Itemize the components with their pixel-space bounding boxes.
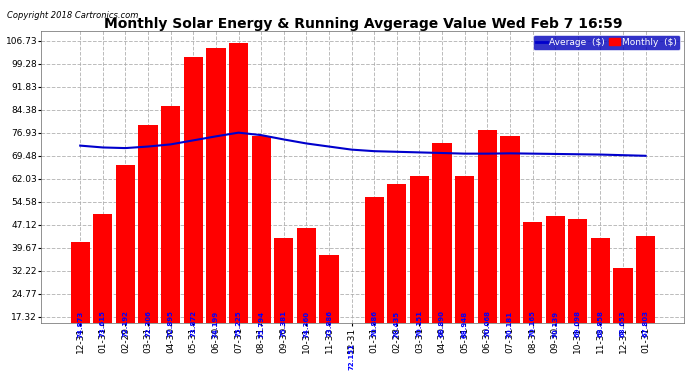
Bar [500,136,520,370]
Bar [410,176,429,370]
Bar [297,228,316,370]
Bar [387,184,406,370]
Bar [568,219,587,370]
Bar [591,238,610,370]
Text: 70.886: 70.886 [371,310,377,338]
Bar [206,48,226,370]
Text: 67.803: 67.803 [642,310,649,338]
Text: 74.360: 74.360 [304,310,309,338]
Bar [319,255,339,370]
Bar [116,165,135,370]
Text: 73.615: 73.615 [100,310,106,338]
Text: 68.858: 68.858 [598,310,603,338]
Bar [342,342,361,370]
Bar [546,216,564,370]
Bar [93,214,112,370]
Bar [364,198,384,370]
Title: Monthly Solar Energy & Running Avgerage Value Wed Feb 7 16:59: Monthly Solar Energy & Running Avgerage … [104,17,622,31]
Text: 70.435: 70.435 [394,310,400,338]
Text: 75.794: 75.794 [258,310,264,338]
Text: 75.381: 75.381 [281,310,287,338]
Text: 74.199: 74.199 [213,310,219,338]
Text: 69.098: 69.098 [575,310,581,338]
Bar [477,130,497,370]
Bar [70,242,90,370]
Bar [523,222,542,370]
Bar [433,144,452,370]
Text: 68.890: 68.890 [439,310,445,338]
Bar [139,125,157,370]
Text: 70.139: 70.139 [552,310,558,338]
Text: 72.306: 72.306 [145,310,151,338]
Bar [613,268,633,370]
Text: 75.225: 75.225 [235,310,242,337]
Text: 74.873: 74.873 [77,310,83,338]
Legend: Average  ($), Monthly  ($): Average ($), Monthly ($) [533,35,680,50]
Text: 72.192: 72.192 [122,310,128,338]
Bar [274,238,293,370]
Text: 68.948: 68.948 [462,310,468,338]
Text: 73.872: 73.872 [190,310,196,338]
Text: 70.151: 70.151 [417,310,422,338]
Text: 68.653: 68.653 [620,310,626,338]
Text: 72.895: 72.895 [168,310,174,338]
Bar [636,236,656,370]
Text: 70.068: 70.068 [484,310,491,338]
Bar [229,43,248,370]
Bar [161,106,180,370]
Bar [455,176,474,370]
Bar [252,136,270,370]
Bar [184,57,203,370]
Text: 70.165: 70.165 [529,310,535,338]
Text: 70.181: 70.181 [507,310,513,338]
Text: 73.886: 73.886 [326,310,332,338]
Text: 72.151: 72.151 [348,343,355,370]
Text: Copyright 2018 Cartronics.com: Copyright 2018 Cartronics.com [7,11,138,20]
